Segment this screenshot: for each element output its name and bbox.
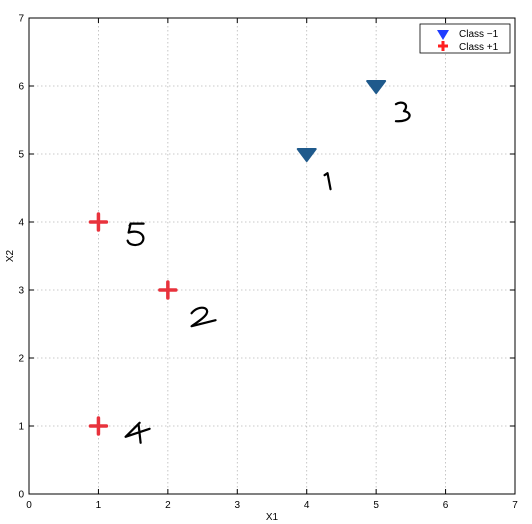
x-tick-label: 4 (304, 500, 310, 511)
y-tick-label: 0 (18, 490, 24, 501)
x-tick-label: 7 (512, 500, 518, 511)
legend: Class −1 Class +1 (420, 24, 510, 53)
y-tick-label: 6 (18, 82, 24, 93)
x-tick-label: 5 (373, 500, 379, 511)
x-tick-labels: 0 1 2 3 4 5 6 7 (26, 500, 518, 511)
y-tick-label: 3 (18, 286, 24, 297)
y-tick-label: 4 (18, 218, 24, 229)
legend-label-class-minus-1: Class −1 (459, 29, 499, 40)
x-tick-label: 3 (235, 500, 241, 511)
y-tick-label: 1 (18, 422, 24, 433)
y-tick-labels: 0 1 2 3 4 5 6 7 (18, 14, 24, 501)
y-axis-title: X2 (5, 249, 16, 262)
x-tick-label: 1 (96, 500, 102, 511)
plot-area (29, 18, 515, 494)
legend-label-class-plus-1: Class +1 (459, 42, 499, 53)
x-tick-label: 2 (165, 500, 171, 511)
x-axis-title: X1 (266, 512, 279, 523)
y-tick-label: 5 (18, 150, 24, 161)
x-tick-label: 0 (26, 500, 32, 511)
y-tick-label: 7 (18, 14, 24, 25)
y-tick-label: 2 (18, 354, 24, 365)
x-tick-label: 6 (443, 500, 449, 511)
